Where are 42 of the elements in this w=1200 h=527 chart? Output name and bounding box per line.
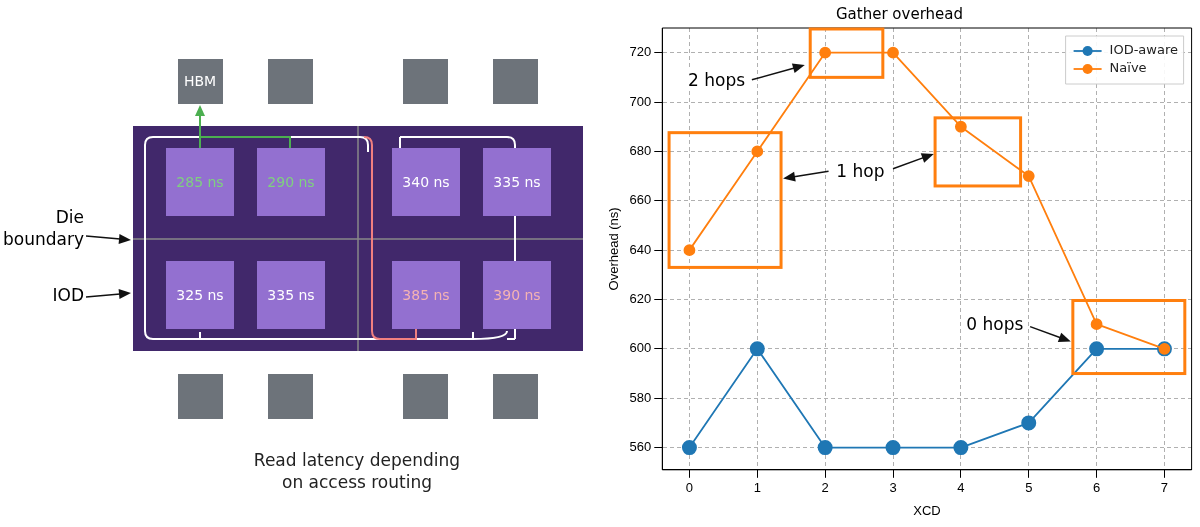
text: Read latency depending on access routing — [252, 449, 462, 493]
x-tick-label: 5 — [1025, 480, 1033, 496]
point — [683, 244, 696, 257]
y-tick-label: 720 — [629, 44, 652, 60]
legend-label: IOD-aware — [1109, 42, 1178, 58]
y-tick-label: 580 — [629, 389, 652, 405]
y-tick-label: 600 — [629, 340, 652, 356]
text: IOD — [52, 285, 84, 305]
text: Die boundary — [2, 206, 84, 250]
y-tick-label: 660 — [629, 192, 652, 208]
chart-title: Gather overhead — [835, 4, 964, 23]
point — [1021, 415, 1037, 431]
point — [1089, 341, 1105, 357]
point — [885, 440, 901, 456]
y-tick-label: 640 — [629, 241, 652, 257]
y-tick-label: 680 — [629, 142, 652, 158]
point — [817, 440, 833, 456]
x-tick-label: 4 — [957, 480, 965, 496]
y-tick-label: 620 — [629, 291, 652, 307]
x-tick-label: 2 — [821, 480, 829, 496]
x-tick-label: 6 — [1092, 480, 1101, 496]
point — [681, 440, 697, 456]
y-tick-label: 560 — [629, 439, 652, 455]
annotation: 2 hops — [686, 69, 748, 90]
point — [1022, 170, 1035, 182]
x-tick-label: 3 — [889, 480, 897, 496]
point — [1090, 318, 1103, 331]
x-tick-label: 0 — [685, 480, 694, 496]
point — [954, 120, 967, 133]
y-tick-label: 700 — [629, 93, 652, 109]
x-axis-title: XCD — [913, 502, 941, 518]
point — [953, 440, 969, 456]
point — [749, 341, 765, 357]
point — [751, 145, 764, 158]
point — [819, 46, 832, 59]
x-tick-label: 7 — [1160, 480, 1169, 496]
annotation: 1 hop — [834, 161, 887, 182]
legend-label: Naïve — [1109, 60, 1147, 76]
y-axis-title: Overhead (ns) — [606, 207, 622, 291]
point — [887, 46, 899, 59]
annotation: 0 hops — [964, 314, 1026, 335]
x-tick-label: 1 — [753, 480, 761, 496]
